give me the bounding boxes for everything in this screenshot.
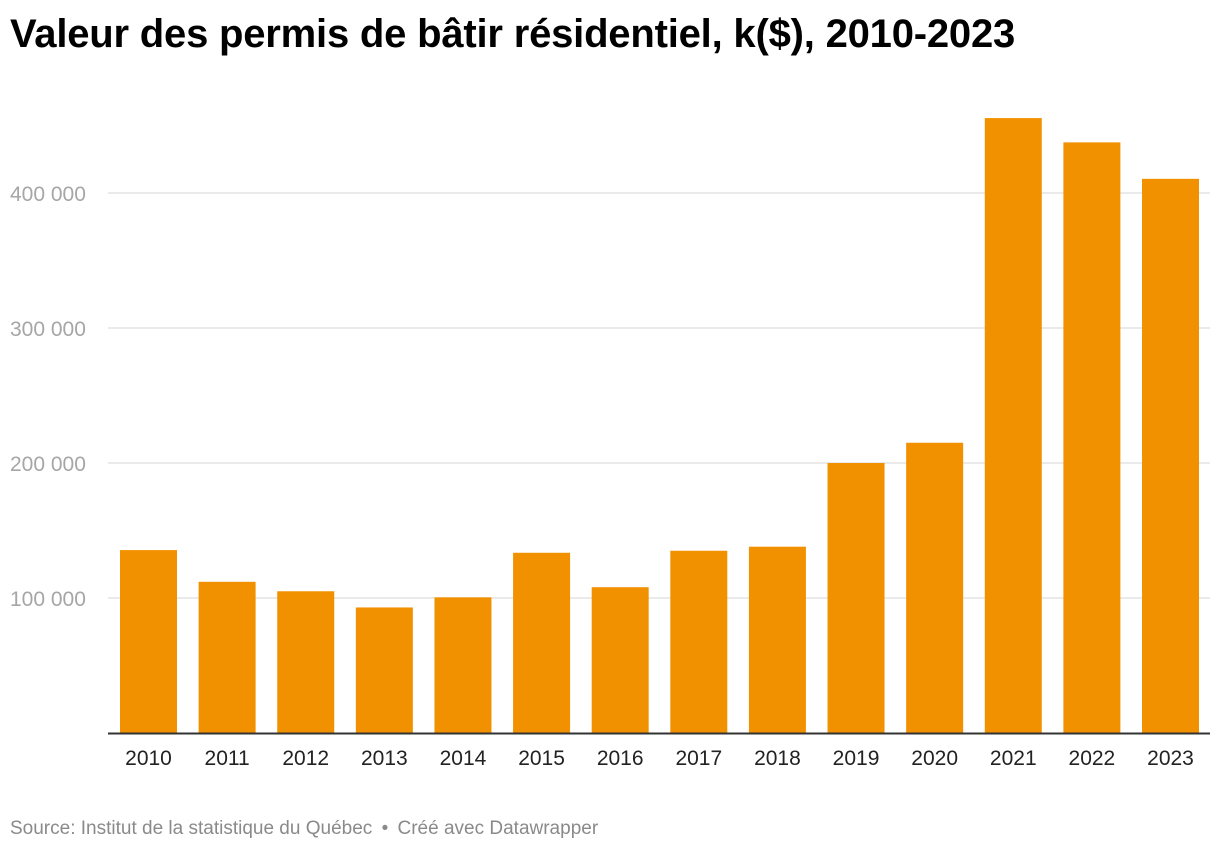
bar-2014 xyxy=(434,597,492,733)
bar-2021 xyxy=(984,118,1042,733)
bars xyxy=(120,118,1199,733)
x-tick-label: 2010 xyxy=(125,747,172,770)
bar-2011 xyxy=(198,581,256,733)
bar-2020 xyxy=(906,442,964,733)
x-axis-ticks: 2010 2011 2012 2013 2014 2015 2016 2017 2018 2019… xyxy=(125,747,1194,770)
y-tick-label: 300 000 xyxy=(10,318,86,341)
bar-2010 xyxy=(120,550,177,733)
y-tick-label: 200 000 xyxy=(10,453,86,476)
bar-2023 xyxy=(1142,178,1199,733)
x-tick-label: 2013 xyxy=(361,747,408,770)
source-note: Source: Institut de la statistique du Qu… xyxy=(10,818,373,839)
y-tick-label: 100 000 xyxy=(10,588,86,611)
x-tick-label: 2011 xyxy=(205,747,250,770)
bar-2018 xyxy=(748,546,806,733)
x-tick-label: 2021 xyxy=(990,747,1037,770)
chart-title: Valeur des permis de bâtir résidentiel, … xyxy=(10,12,1016,56)
x-tick-label: 2014 xyxy=(440,747,487,770)
bar-2015 xyxy=(513,552,571,733)
credit-note: Créé avec Datawrapper xyxy=(397,818,599,839)
x-tick-label: 2012 xyxy=(282,747,329,770)
x-tick-label: 2023 xyxy=(1147,747,1194,770)
y-axis-ticks: 100 000 200 000 300 000 400 000 xyxy=(10,183,86,611)
bar-2017 xyxy=(670,550,728,733)
bar-2022 xyxy=(1063,142,1121,733)
bar-2019 xyxy=(827,463,885,733)
bar-2012 xyxy=(277,591,335,733)
x-tick-label: 2018 xyxy=(754,747,801,770)
gridlines xyxy=(108,192,1210,599)
x-tick-label: 2019 xyxy=(833,747,880,770)
x-tick-label: 2020 xyxy=(911,747,958,770)
x-tick-label: 2017 xyxy=(675,747,722,770)
y-tick-label: 400 000 xyxy=(10,183,86,206)
footer-separator: • xyxy=(381,818,389,839)
bar-2013 xyxy=(355,607,413,733)
x-tick-label: 2016 xyxy=(597,747,644,770)
bar-2016 xyxy=(591,587,649,733)
x-tick-label: 2022 xyxy=(1069,747,1116,770)
chart-footer: Source: Institut de la statistique du Qu… xyxy=(10,818,598,840)
x-tick-label: 2015 xyxy=(518,747,565,770)
